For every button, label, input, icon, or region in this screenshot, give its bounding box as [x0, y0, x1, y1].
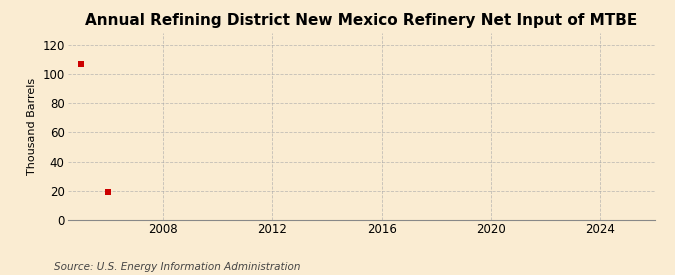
Y-axis label: Thousand Barrels: Thousand Barrels	[27, 78, 37, 175]
Title: Annual Refining District New Mexico Refinery Net Input of MTBE: Annual Refining District New Mexico Refi…	[85, 13, 637, 28]
Text: Source: U.S. Energy Information Administration: Source: U.S. Energy Information Administ…	[54, 262, 300, 272]
